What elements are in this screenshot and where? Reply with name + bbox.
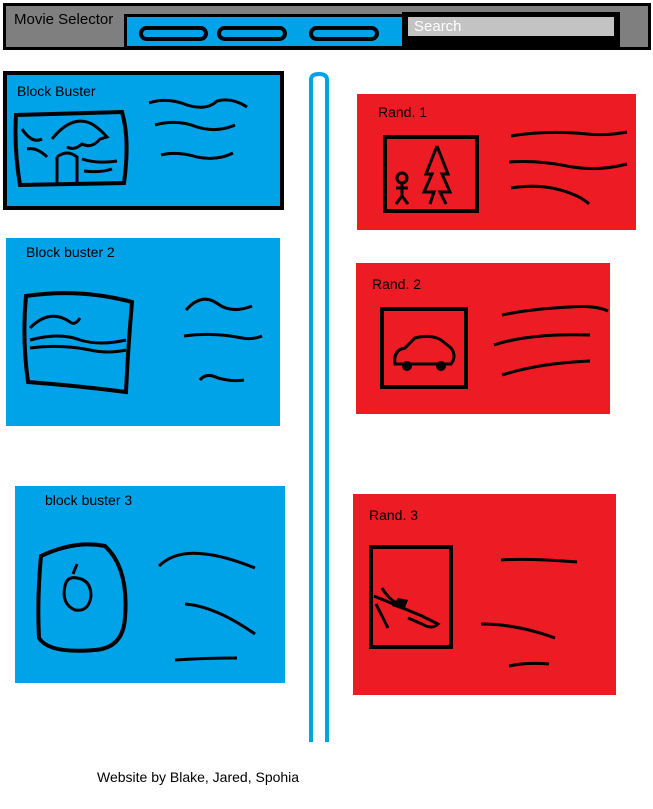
description-scribble	[183, 297, 263, 383]
card-title: Block buster 2	[26, 244, 115, 260]
app-title: Movie Selector	[14, 11, 114, 28]
description-scribble	[493, 305, 609, 377]
nav-button-3[interactable]	[309, 26, 379, 41]
blockbuster-card-2[interactable]: Block buster 2	[6, 238, 280, 426]
description-scribble	[508, 130, 628, 206]
random-card-3[interactable]: Rand. 3	[353, 494, 616, 695]
nav-bar	[124, 14, 406, 49]
card-title: Block Buster	[17, 83, 96, 99]
search-box	[402, 12, 620, 49]
description-scribble	[157, 551, 256, 662]
card-title: Rand. 1	[378, 104, 428, 120]
blockbuster-card-3[interactable]: block buster 3	[15, 486, 285, 683]
random-card-1[interactable]: Rand. 1	[357, 94, 636, 230]
nav-button-2[interactable]	[217, 26, 287, 41]
car-sketch-icon	[380, 307, 468, 389]
blockbuster-card-1[interactable]: Block Buster	[3, 71, 284, 210]
tree-person-sketch-icon	[383, 135, 479, 213]
wave-sketch-icon	[22, 291, 135, 395]
search-input[interactable]	[408, 17, 614, 36]
card-title: Rand. 3	[369, 507, 419, 523]
crash-sketch-icon	[369, 545, 453, 649]
nav-button-1[interactable]	[139, 26, 208, 41]
bird-sketch-icon	[13, 109, 129, 188]
random-card-2[interactable]: Rand. 2	[356, 263, 610, 414]
footer-credit: Website by Blake, Jared, Spohia	[97, 769, 300, 785]
column-divider	[309, 72, 329, 742]
card-title: block buster 3	[45, 492, 133, 508]
card-title: Rand. 2	[372, 276, 422, 292]
description-scribble	[148, 98, 248, 160]
apple-sketch-icon	[36, 542, 128, 653]
description-scribble	[480, 557, 578, 668]
